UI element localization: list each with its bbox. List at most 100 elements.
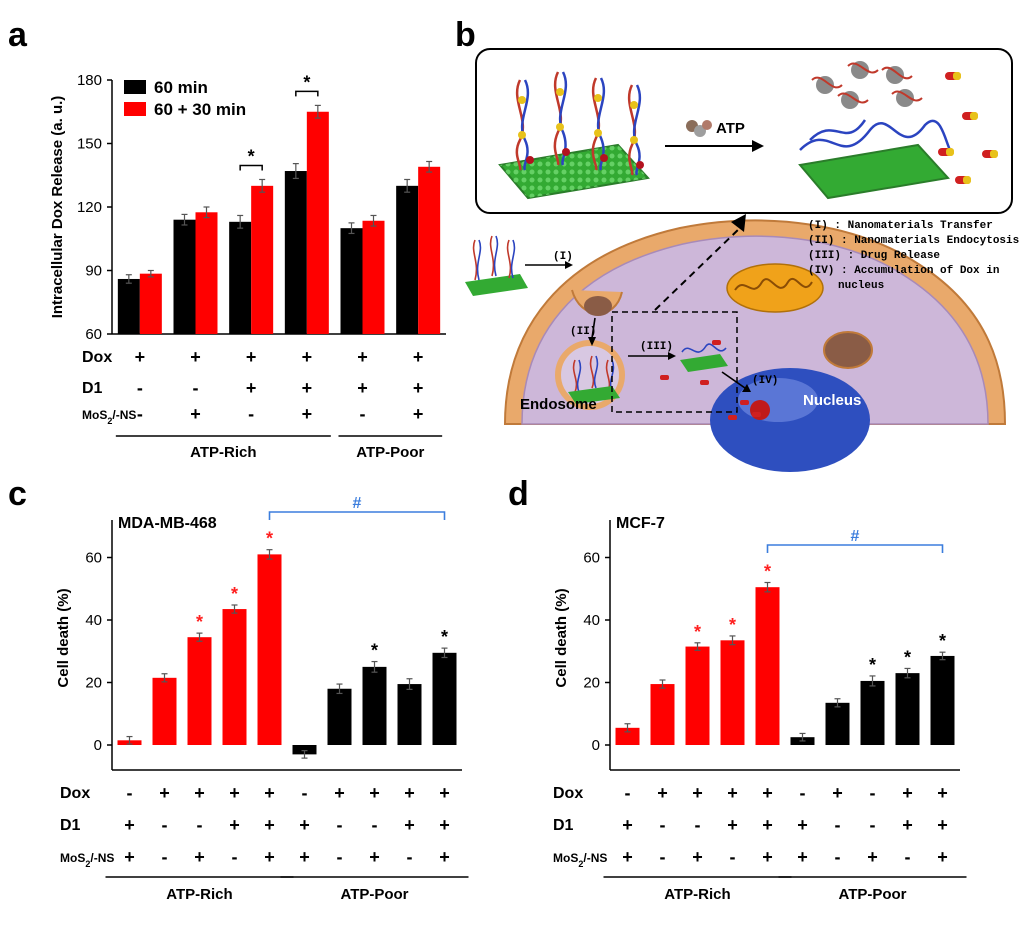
condition-sign: + [124, 815, 135, 835]
bar [432, 652, 457, 745]
condition-sign: + [264, 847, 275, 867]
atp-label: ATP [716, 120, 745, 137]
condition-sign: + [246, 378, 257, 398]
condition-sign: + [135, 347, 146, 367]
condition-sign: + [692, 847, 703, 867]
condition-sign: - [660, 815, 666, 835]
group-label: ATP-Poor [340, 886, 408, 903]
condition-sign: - [232, 847, 238, 867]
bar [195, 212, 218, 334]
significance-star: * [764, 562, 771, 582]
bar [173, 219, 196, 334]
group-label: ATP-Poor [838, 886, 906, 903]
condition-sign: + [404, 783, 415, 803]
y-tick-label: 20 [85, 675, 102, 692]
condition-sign: + [302, 347, 313, 367]
condition-sign: - [730, 847, 736, 867]
condition-sign: + [299, 815, 310, 835]
step-ii-text: (II) : Nanomaterials Endocytosis [808, 235, 1019, 247]
y-tick-label: 0 [592, 737, 600, 754]
condition-sign: - [835, 815, 841, 835]
bar [152, 677, 177, 745]
condition-sign: - [660, 847, 666, 867]
condition-sign: + [762, 783, 773, 803]
condition-sign: + [264, 815, 275, 835]
condition-sign: - [162, 847, 168, 867]
condition-sign: + [902, 815, 913, 835]
condition-name: MoS2/-NS [553, 851, 607, 869]
condition-sign: - [337, 847, 343, 867]
significance-star: * [231, 584, 238, 604]
hash-mark: # [851, 528, 860, 545]
marker-ii: (II) [570, 326, 596, 338]
condition-sign: + [413, 347, 424, 367]
bar [895, 673, 920, 745]
condition-sign: + [902, 783, 913, 803]
marker-iii: (III) [640, 341, 673, 353]
condition-name: Dox [82, 349, 112, 366]
significance-star: * [371, 641, 378, 661]
chart-title: MCF-7 [616, 515, 665, 532]
y-tick-label: 20 [583, 675, 600, 692]
hash-bracket [766, 544, 944, 553]
mitochondrion-shape [726, 263, 824, 313]
condition-sign: + [937, 847, 948, 867]
significance-star: * [694, 622, 701, 642]
chart-a: 60 90 120 150 180 Intracellular Dox Release (… [49, 72, 446, 461]
condition-sign: + [439, 847, 450, 867]
condition-sign: + [867, 847, 878, 867]
chart-c: 0 20 40 60 Cell death (%) * * * * * MDA-MB-468 # Dox… [55, 495, 469, 903]
condition-sign: - [625, 783, 631, 803]
condition-sign: - [193, 378, 199, 398]
cell-illustration [503, 214, 1007, 472]
condition-sign: + [762, 815, 773, 835]
y-tick-label: 60 [85, 326, 102, 343]
condition-name: D1 [553, 817, 574, 834]
bar [139, 273, 162, 334]
hash-bracket [268, 511, 446, 520]
condition-sign: - [800, 783, 806, 803]
panel-letter-c: c [8, 475, 27, 513]
legend-label: 60 + 30 min [154, 100, 246, 119]
condition-sign: + [797, 815, 808, 835]
condition-sign: - [248, 404, 254, 424]
condition-sign: + [302, 378, 313, 398]
y-tick-label: 150 [77, 136, 102, 153]
release-zoom-box [611, 311, 738, 413]
significance-star: * [729, 615, 736, 635]
condition-sign: - [905, 847, 911, 867]
bar [222, 609, 247, 745]
condition-sign: - [360, 404, 366, 424]
panel-letter-b: b [455, 16, 476, 54]
y-tick-label: 40 [583, 612, 600, 629]
condition-sign: + [264, 783, 275, 803]
condition-sign: - [407, 847, 413, 867]
condition-sign: - [695, 815, 701, 835]
significance-bracket [295, 90, 319, 97]
bar [418, 166, 441, 334]
chart-d: 0 20 40 60 Cell death (%) * * * * * * MCF-7 # Dox - + + +… [553, 515, 967, 903]
condition-sign: - [162, 815, 168, 835]
condition-name: MoS2/-NS [82, 408, 136, 426]
condition-sign: + [190, 404, 201, 424]
y-axis-label: Intracellular Dox Release (a. u.) [49, 96, 66, 319]
condition-sign: + [413, 404, 424, 424]
condition-sign: + [246, 347, 257, 367]
condition-sign: + [622, 847, 633, 867]
bar [229, 221, 252, 334]
significance-star: * [904, 647, 911, 667]
condition-sign: + [413, 378, 424, 398]
bar [284, 171, 307, 334]
significance-star: * [196, 612, 203, 632]
condition-name: D1 [60, 817, 81, 834]
group-label: ATP-Rich [664, 886, 730, 903]
condition-sign: + [937, 783, 948, 803]
bar [755, 587, 780, 745]
bar [396, 185, 419, 334]
condition-sign: + [937, 815, 948, 835]
condition-sign: + [357, 378, 368, 398]
bar [257, 554, 282, 745]
significance-star: * [266, 529, 273, 549]
condition-name: D1 [82, 380, 103, 397]
condition-sign: + [762, 847, 773, 867]
